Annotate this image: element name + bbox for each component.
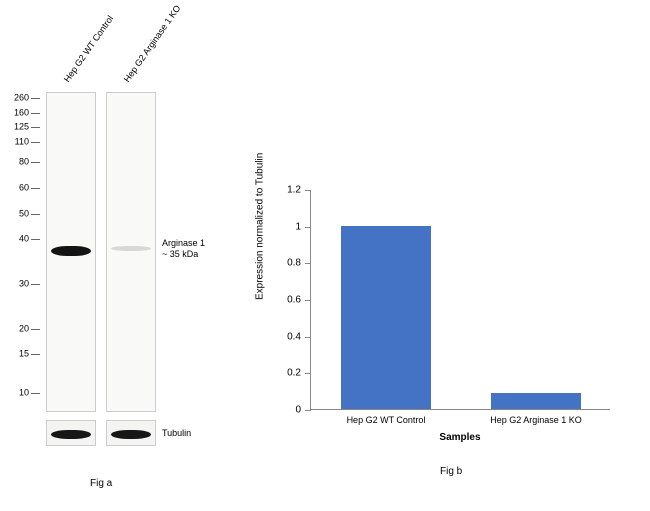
- y-tick: [305, 263, 311, 264]
- y-tick: [305, 227, 311, 228]
- mw-tick-110: 110: [15, 137, 40, 146]
- mw-tick-30: 30: [19, 280, 40, 289]
- panel-b-caption: Fig b: [440, 466, 462, 477]
- y-tick-label: 1: [295, 221, 301, 232]
- mw-tick-260: 260: [14, 94, 40, 103]
- y-tick: [305, 190, 311, 191]
- bar-0: [341, 226, 431, 409]
- y-tick: [305, 300, 311, 301]
- tubulin-lane-ko: [106, 420, 156, 446]
- y-tick: [305, 410, 311, 411]
- western-blot-panel: Hep G2 WT Control Hep G2 Arginase 1 KO 2…: [0, 0, 240, 511]
- target-mw: ~ 35 kDa: [162, 249, 205, 260]
- y-tick-label: 0.8: [287, 258, 301, 269]
- mw-tick-20: 20: [19, 324, 40, 333]
- mw-tick-40: 40: [19, 235, 40, 244]
- y-tick: [305, 337, 311, 338]
- x-axis-title: Samples: [310, 432, 610, 443]
- y-axis-title: Expression normalized to Tubulin: [255, 153, 266, 300]
- y-tick-label: 1.2: [287, 185, 301, 196]
- panel-a-caption: Fig a: [90, 478, 112, 489]
- arginase1-band-wt: [51, 246, 91, 256]
- mw-tick-160: 160: [14, 108, 40, 117]
- mw-tick-50: 50: [19, 209, 40, 218]
- y-tick-label: 0: [295, 405, 301, 416]
- arginase1-band-ko-faint: [111, 246, 151, 251]
- target-annotation: Arginase 1 ~ 35 kDa: [162, 238, 205, 260]
- bar-chart-panel: Expression normalized to Tubulin 00.20.4…: [260, 180, 640, 470]
- x-tick-label: Hep G2 Arginase 1 KO: [490, 415, 582, 425]
- tubulin-band-ko: [111, 430, 151, 439]
- target-name: Arginase 1: [162, 238, 205, 249]
- blot-gel-area: [46, 92, 158, 412]
- y-tick-label: 0.2: [287, 368, 301, 379]
- mw-tick-60: 60: [19, 184, 40, 193]
- loading-control-area: [46, 420, 158, 446]
- y-tick-label: 0.6: [287, 295, 301, 306]
- x-tick-label: Hep G2 WT Control: [347, 415, 426, 425]
- molecular-weight-ladder: 260 160 125 110 80 60 50 40 30 20 15 10: [0, 92, 44, 412]
- mw-tick-15: 15: [19, 350, 40, 359]
- mw-tick-125: 125: [14, 123, 40, 132]
- bar-1: [491, 393, 581, 410]
- y-tick: [305, 373, 311, 374]
- lane-labels-group: Hep G2 WT Control Hep G2 Arginase 1 KO: [48, 0, 178, 90]
- mw-tick-80: 80: [19, 158, 40, 167]
- tubulin-band-wt: [51, 430, 91, 439]
- mw-tick-10: 10: [19, 388, 40, 397]
- tubulin-lane-wt: [46, 420, 96, 446]
- loading-control-label: Tubulin: [162, 428, 191, 439]
- y-tick-label: 0.4: [287, 331, 301, 342]
- lane-label-ko: Hep G2 Arginase 1 KO: [122, 3, 183, 84]
- bar-chart-plot-area: 00.20.40.60.811.2Hep G2 WT ControlHep G2…: [310, 190, 610, 410]
- lane-wt: [46, 92, 96, 412]
- lane-ko: [106, 92, 156, 412]
- lane-label-wt: Hep G2 WT Control: [62, 14, 115, 84]
